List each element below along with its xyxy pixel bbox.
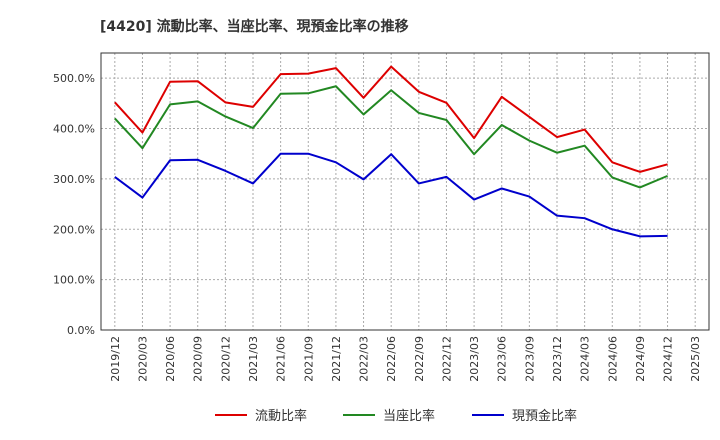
x-tick-label: 2024/12 [662,336,675,382]
x-tick-label: 2022/03 [358,336,371,382]
x-tick-label: 2020/12 [219,336,232,382]
x-tick-label: 2021/09 [302,336,315,382]
x-tick-label: 2025/03 [689,336,702,382]
x-tick-label: 2022/06 [385,336,398,382]
legend-label-3: 現預金比率 [512,408,577,424]
x-tick-label: 2020/06 [164,336,177,382]
legend-label-1: 流動比率 [255,408,307,424]
series-line-3 [114,152,668,238]
y-axis: 0.0% 100.0% 200.0% 300.0% 400.0% 500.0% [53,72,95,337]
x-axis: 2019/12 2020/03 2020/06 2020/09 2020/12 2021/… [109,336,702,382]
plot-area [101,53,709,330]
x-tick-label: 2019/12 [109,336,122,382]
y-tick-label: 300.0% [53,173,95,186]
series-group [114,65,668,238]
x-tick-label: 2024/06 [606,336,619,382]
x-tick-label: 2023/12 [551,336,564,382]
x-tick-label: 2021/12 [330,336,343,382]
y-tick-label: 400.0% [53,123,95,136]
x-tick-label: 2021/03 [247,336,260,382]
x-tick-label: 2021/06 [275,336,288,382]
y-tick-label: 100.0% [53,274,95,287]
series-line-1 [114,65,668,173]
x-tick-label: 2023/03 [468,336,481,382]
x-tick-label: 2022/12 [440,336,453,382]
x-tick-label: 2020/09 [192,336,205,382]
x-tick-label: 2024/03 [579,336,592,382]
x-tick-label: 2023/06 [496,336,509,382]
y-tick-label: 200.0% [53,223,95,236]
x-tick-label: 2023/09 [523,336,536,382]
legend-label-2: 当座比率 [383,408,435,424]
y-tick-label: 0.0% [67,324,95,337]
chart-title: [4420] 流動比率、当座比率、現預金比率の推移 [100,19,409,35]
legend: 流動比率 当座比率 現預金比率 [215,408,577,424]
plot-border [100,52,710,331]
series-line-2 [114,85,668,189]
x-tick-label: 2024/09 [634,336,647,382]
x-tick-label: 2022/09 [413,336,426,382]
x-tick-label: 2020/03 [136,336,149,382]
y-tick-label: 500.0% [53,72,95,85]
